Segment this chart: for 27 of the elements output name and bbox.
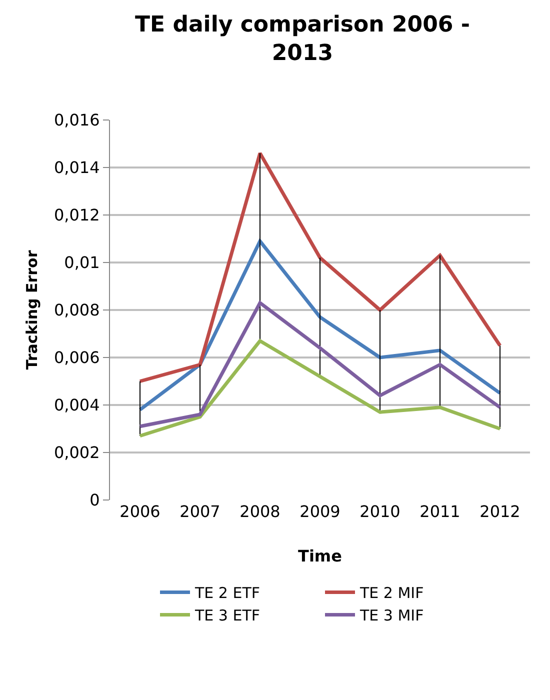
y-tick-label: 0,012	[54, 206, 100, 225]
x-tick-label: 2011	[420, 502, 460, 521]
x-tick-label: 2010	[360, 502, 400, 521]
y-axis-title: Tracking Error	[23, 250, 42, 370]
y-tick-label: 0,008	[54, 300, 100, 320]
x-tick-label: 2007	[180, 502, 220, 521]
x-tick-label: 2009	[300, 502, 340, 521]
line-series	[138, 301, 502, 428]
legend-label: TE 3 ETF	[194, 606, 260, 625]
y-tick-label: 0,014	[54, 158, 100, 178]
x-axis-title: Time	[298, 546, 342, 566]
line-series	[138, 339, 502, 438]
line-series	[138, 152, 502, 383]
x-tick-label: 2012	[480, 502, 520, 521]
line-series	[138, 239, 502, 412]
y-tick-label: 0,006	[54, 348, 100, 368]
legend-label: TE 2 MIF	[359, 584, 424, 602]
y-tick-label: 0,01	[64, 253, 100, 272]
y-tick-label: 0,004	[54, 396, 100, 415]
legend-label: TE 3 MIF	[359, 606, 424, 625]
x-tick-label: 2006	[120, 502, 160, 521]
y-tick-label: 0,016	[54, 110, 100, 130]
legend-label: TE 2 ETF	[194, 584, 260, 602]
y-tick-label: 0	[90, 490, 100, 510]
x-tick-label: 2008	[240, 502, 280, 521]
y-tick-label: 0,002	[54, 443, 100, 462]
chart-title: TE daily comparison 2006 - 2013	[135, 12, 470, 66]
